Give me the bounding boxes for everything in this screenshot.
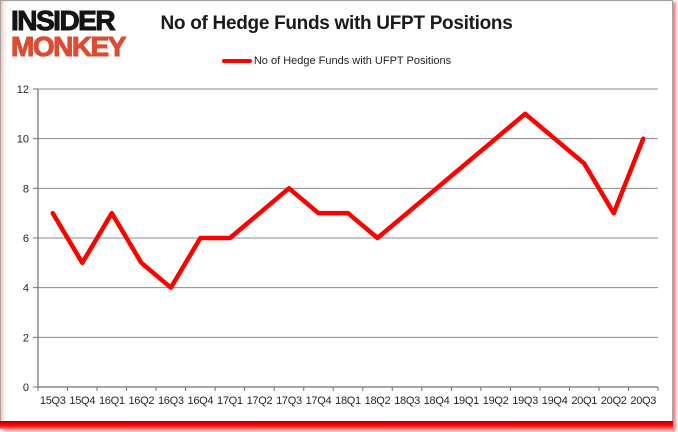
logo-word-monkey: MONKEY — [11, 31, 127, 63]
x-tick-label: 19Q1 — [453, 395, 479, 407]
bottom-red-bar — [0, 421, 673, 429]
legend-label: No of Hedge Funds with UFPT Positions — [253, 55, 452, 67]
insider-monkey-logo: INSIDER MONKEY — [11, 5, 127, 63]
x-tick-label: 16Q2 — [128, 395, 154, 407]
series-line — [50, 111, 646, 290]
y-tick-label: 4 — [23, 283, 29, 295]
x-tick-label: 16Q4 — [188, 395, 214, 407]
x-tick-label: 19Q3 — [512, 395, 538, 407]
x-tick-label: 17Q3 — [276, 395, 302, 407]
x-tick-label: 20Q1 — [571, 395, 597, 407]
x-tick-label: 18Q4 — [424, 395, 450, 407]
y-tick-label: 0 — [23, 382, 29, 394]
x-tick-label: 18Q3 — [394, 395, 420, 407]
y-tick-label: 2 — [23, 332, 29, 344]
x-tick-label: 16Q1 — [99, 395, 125, 407]
chart-title: No of Hedge Funds with UFPT Positions — [160, 13, 513, 34]
x-tick-label: 19Q4 — [542, 395, 568, 407]
logo-word-insider: INSIDER — [11, 5, 117, 36]
x-tick-label: 18Q1 — [335, 395, 361, 407]
y-tick-label: 12 — [17, 84, 29, 96]
y-tick-label: 6 — [23, 233, 29, 245]
x-tick-label: 17Q1 — [217, 395, 243, 407]
x-tick-label: 18Q2 — [365, 395, 391, 407]
x-tick-label: 16Q3 — [158, 395, 184, 407]
x-tick-label: 20Q3 — [630, 395, 656, 407]
x-tick-label: 17Q2 — [247, 395, 273, 407]
x-tick-label: 17Q4 — [306, 395, 332, 407]
legend: No of Hedge Funds with UFPT Positions — [1, 55, 672, 67]
x-tick-label: 15Q3 — [40, 395, 66, 407]
x-tick-label: 19Q2 — [483, 395, 509, 407]
legend-line-marker — [221, 58, 252, 64]
y-tick-label: 8 — [23, 183, 29, 195]
x-tick-label: 15Q4 — [69, 395, 95, 407]
y-tick-label: 10 — [17, 134, 29, 146]
x-tick-label: 20Q2 — [601, 395, 627, 407]
